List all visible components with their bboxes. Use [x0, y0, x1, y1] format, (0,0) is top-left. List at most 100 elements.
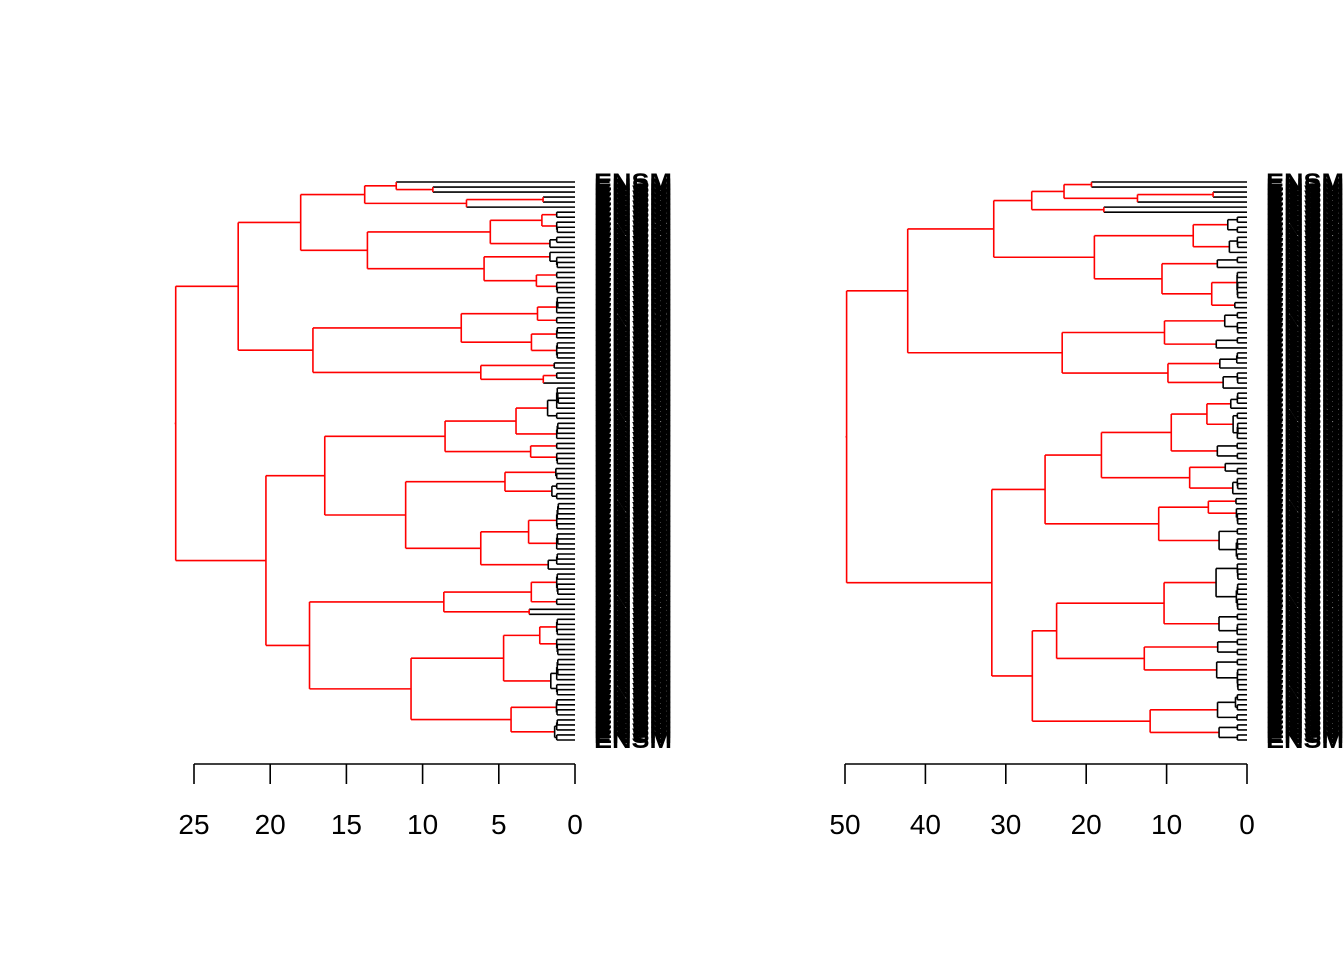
leaf-label: ENSM: [594, 259, 672, 286]
leaf-label: ENSM: [1266, 405, 1344, 432]
leaf-label: ENSM: [594, 300, 672, 327]
leaf-label: ENSM: [594, 254, 672, 281]
leaf-label: ENSM: [1266, 551, 1344, 578]
leaf-label: ENSM: [594, 657, 672, 684]
leaf-label: ENSM: [1266, 184, 1344, 211]
leaf-label: ENSM: [1266, 425, 1344, 452]
leaf-label: ENSM: [594, 551, 672, 578]
leaf-label: ENSM: [1266, 199, 1344, 226]
leaf-label: ENSM: [1266, 390, 1344, 417]
leaf-label: ENSM: [1266, 531, 1344, 558]
leaf-label: ENSM: [1266, 320, 1344, 347]
leaf-label: ENSM: [594, 169, 672, 196]
leaf-label: ENSM: [594, 405, 672, 432]
leaf-label: ENSM: [594, 330, 672, 357]
leaf-label: ENSM: [1266, 712, 1344, 739]
leaf-label: ENSM: [1266, 325, 1344, 352]
leaf-label: ENSM: [1266, 355, 1344, 382]
leaf-label: ENSM: [1266, 315, 1344, 342]
leaf-label: ENSM: [594, 295, 672, 322]
leaf-label: ENSM: [1266, 586, 1344, 613]
leaf-label: ENSM: [1266, 265, 1344, 292]
leaf-label: ENSM: [594, 244, 672, 271]
leaf-label: ENSM: [594, 189, 672, 216]
leaf-label: ENSM: [594, 626, 672, 653]
leaf-label: ENSM: [594, 611, 672, 638]
leaf-label: ENSM: [594, 315, 672, 342]
leaf-label: ENSM: [1266, 581, 1344, 608]
leaf-label: ENSM: [1266, 375, 1344, 402]
leaf-label: ENSM: [1266, 451, 1344, 478]
leaf-label: ENSM: [1266, 496, 1344, 523]
leaf-label: ENSM: [594, 647, 672, 674]
leaf-label: ENSM: [1266, 506, 1344, 533]
leaf-label: ENSM: [594, 702, 672, 729]
leaf-label: ENSM: [594, 556, 672, 583]
leaf-label: ENSM: [1266, 466, 1344, 493]
leaf-label: ENSM: [594, 616, 672, 643]
x-tick-label: 5: [491, 809, 507, 840]
leaf-label: ENSM: [594, 586, 672, 613]
leaf-label: ENSM: [1266, 616, 1344, 643]
leaf-label: ENSM: [594, 506, 672, 533]
leaf-label: ENSM: [594, 526, 672, 553]
leaf-label: ENSM: [1266, 370, 1344, 397]
leaf-label: ENSM: [1266, 340, 1344, 367]
leaf-label: ENSM: [1266, 285, 1344, 312]
leaf-label: ENSM: [1266, 270, 1344, 297]
leaf-label: ENSM: [594, 481, 672, 508]
leaf-label: ENSM: [1266, 707, 1344, 734]
leaf-label: ENSM: [594, 194, 672, 221]
leaf-label: ENSM: [594, 390, 672, 417]
leaf-label: ENSM: [1266, 209, 1344, 236]
leaf-label: ENSM: [1266, 350, 1344, 377]
leaf-label: ENSM: [1266, 244, 1344, 271]
leaf-label: ENSM: [1266, 626, 1344, 653]
leaf-label: ENSM: [594, 400, 672, 427]
leaf-label: ENSM: [594, 476, 672, 503]
leaf-label: ENSM: [1266, 280, 1344, 307]
leaf-label: ENSM: [594, 642, 672, 669]
dendrogram-right: ENSMENSMENSMENSMENSMENSMENSMENSMENSMENSM…: [829, 169, 1344, 840]
leaf-label: ENSM: [1266, 536, 1344, 563]
leaf-label: ENSM: [594, 320, 672, 347]
leaf-label: ENSM: [1266, 601, 1344, 628]
leaf-label: ENSM: [594, 692, 672, 719]
leaf-label: ENSM: [594, 662, 672, 689]
leaf-label: ENSM: [1266, 249, 1344, 276]
leaf-label: ENSM: [594, 621, 672, 648]
leaf-label: ENSM: [594, 536, 672, 563]
leaf-label: ENSM: [1266, 295, 1344, 322]
leaf-label: ENSM: [1266, 214, 1344, 241]
leaf-label: ENSM: [1266, 637, 1344, 664]
leaf-label: ENSM: [1266, 229, 1344, 256]
leaf-label: ENSM: [1266, 702, 1344, 729]
leaf-label: ENSM: [1266, 566, 1344, 593]
leaf-label: ENSM: [1266, 556, 1344, 583]
leaf-label: ENSM: [1266, 194, 1344, 221]
leaf-label: ENSM: [1266, 420, 1344, 447]
leaf-label: ENSM: [1266, 727, 1344, 754]
leaf-label: ENSM: [594, 415, 672, 442]
leaf-label: ENSM: [594, 265, 672, 292]
leaf-label: ENSM: [1266, 189, 1344, 216]
leaf-label: ENSM: [594, 199, 672, 226]
leaf-label: ENSM: [594, 466, 672, 493]
leaf-label: ENSM: [594, 667, 672, 694]
leaf-label: ENSM: [594, 184, 672, 211]
leaf-label: ENSM: [1266, 224, 1344, 251]
leaf-label: ENSM: [1266, 511, 1344, 538]
leaf-label: ENSM: [594, 561, 672, 588]
leaf-label: ENSM: [1266, 179, 1344, 206]
leaf-label: ENSM: [594, 350, 672, 377]
leaf-label: ENSM: [594, 395, 672, 422]
leaf-label: ENSM: [594, 234, 672, 261]
leaf-label: ENSM: [594, 682, 672, 709]
leaf-label: ENSM: [594, 385, 672, 412]
leaf-label: ENSM: [594, 491, 672, 518]
leaf-label: ENSM: [594, 435, 672, 462]
leaf-label: ENSM: [594, 345, 672, 372]
leaf-label: ENSM: [1266, 606, 1344, 633]
leaf-label: ENSM: [1266, 471, 1344, 498]
